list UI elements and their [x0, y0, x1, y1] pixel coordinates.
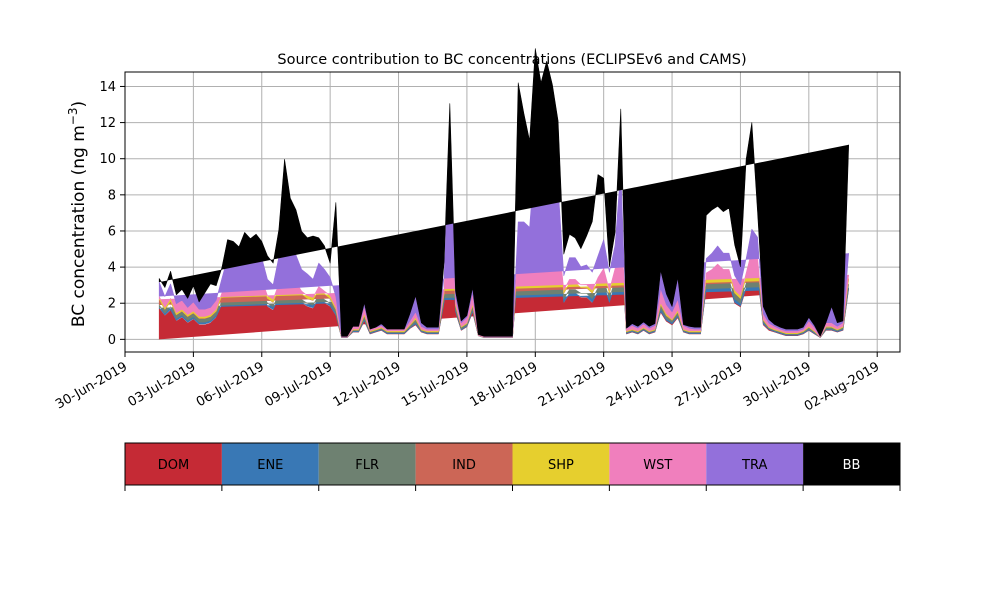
- legend-swatch-ind: [415, 443, 513, 485]
- y-tick-label: 12: [99, 116, 116, 131]
- plot-frame: [124, 71, 901, 353]
- legend-label-bb: BB: [843, 458, 861, 473]
- legend-label-shp: SHP: [548, 458, 574, 473]
- legend-label-flr: FLR: [355, 458, 379, 473]
- legend-swatch-shp: [512, 443, 610, 485]
- y-tick-label: 2: [108, 297, 116, 312]
- y-tick-label: 8: [108, 188, 116, 203]
- y-axis: 0 2 4 6 8 10 12 14: [99, 80, 125, 348]
- y-tick-label: 10: [99, 152, 116, 167]
- legend-label-wst: WST: [643, 458, 672, 473]
- legend-swatch-flr: [318, 443, 416, 485]
- y-tick-label: 4: [108, 261, 116, 276]
- legend-swatch-bb: [803, 443, 900, 485]
- chart-title: Source contribution to BC concentrations…: [277, 52, 746, 68]
- area-bb: [158, 48, 850, 337]
- y-axis-label-superscript: −3: [66, 107, 80, 125]
- y-axis-label-close: ): [69, 101, 89, 108]
- y-tick-label: 0: [108, 333, 116, 348]
- legend-label-tra: TRA: [741, 458, 767, 473]
- stacked-areas: [158, 48, 850, 340]
- legend-label-ind: IND: [452, 458, 476, 473]
- y-axis-label-main: BC concentration (ng m: [69, 125, 89, 327]
- legend-label-dom: DOM: [158, 458, 189, 473]
- y-axis-label: BC concentration (ng m−3): [66, 101, 89, 327]
- legend-colorbar: DOM ENE FLR IND SHP WST TRA BB: [124, 442, 901, 491]
- y-tick-label: 14: [99, 80, 116, 95]
- legend-swatch-dom: [125, 443, 222, 485]
- legend-label-ene: ENE: [257, 458, 283, 473]
- y-tick-label: 6: [108, 224, 116, 239]
- legend-swatch-ene: [221, 443, 319, 485]
- legend-swatch-tra: [706, 443, 804, 485]
- legend-swatch-wst: [609, 443, 707, 485]
